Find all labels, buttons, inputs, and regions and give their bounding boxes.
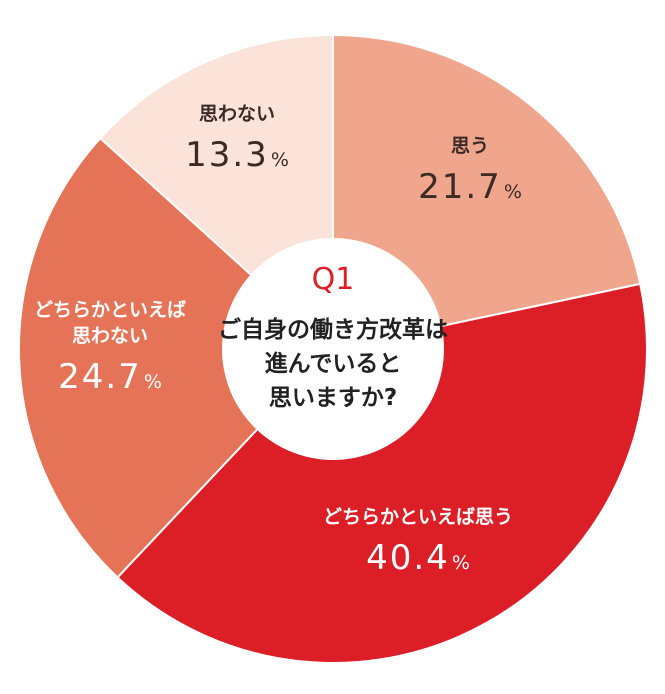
value-label: 21.7% (418, 167, 522, 207)
center-question: Q1 ご自身の働き方改革は 進んでいると 思いますか? (218, 262, 448, 411)
slice-label-omowanai: 思わない 13.3% (185, 103, 289, 175)
slice-label-omou: 思う 21.7% (418, 135, 522, 207)
category-label: どちらかといえば思う (323, 506, 513, 528)
category-label: 思わない (199, 103, 275, 125)
question-number: Q1 (312, 262, 355, 297)
category-label: 思う (451, 135, 489, 157)
question-line-1: ご自身の働き方改革は (218, 316, 448, 343)
center-hole (222, 238, 444, 460)
question-line-2: 進んでいると (265, 351, 402, 377)
slice-dochiraka-omou (116, 282, 648, 664)
value-label: 40.4% (366, 538, 470, 578)
slice-dochiraka-omowanai (18, 136, 335, 579)
question-line-3: 思いますか? (269, 385, 397, 411)
category-label: 思わない (72, 325, 148, 347)
value-label: 24.7% (58, 357, 162, 397)
category-label: どちらかといえば (34, 299, 186, 321)
value-label: 13.3% (185, 135, 289, 175)
slice-label-dochiraka-omou: どちらかといえば思う 40.4% (323, 506, 513, 578)
